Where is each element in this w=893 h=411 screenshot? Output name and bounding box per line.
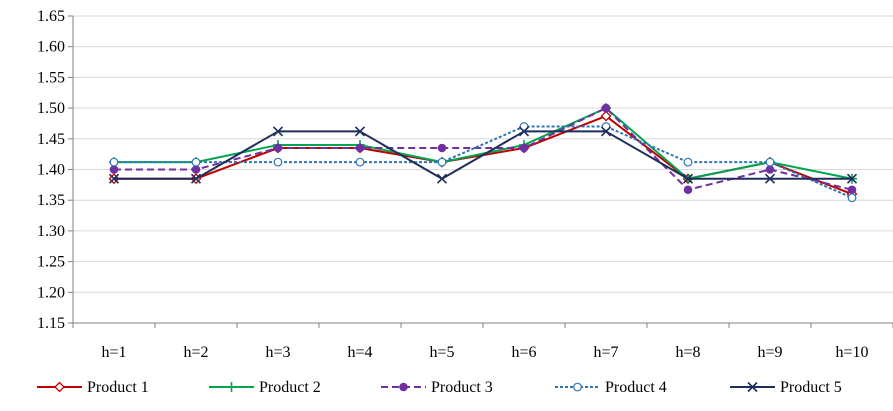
x-tick-label: h=8	[675, 344, 700, 361]
x-tick-label: h=1	[101, 344, 126, 361]
y-tick-label: 1.30	[37, 223, 65, 240]
y-tick-label: 1.35	[37, 192, 65, 209]
data-point	[600, 126, 612, 137]
data-point	[764, 173, 776, 184]
data-point	[847, 185, 857, 195]
legend-item: Product 4	[555, 379, 667, 396]
x-tick-label: h=2	[183, 344, 208, 361]
legend-item: Product 3	[381, 379, 493, 396]
legend-label: Product 3	[431, 379, 493, 396]
legend-label: Product 2	[259, 379, 321, 396]
x-tick-label: h=5	[429, 344, 454, 361]
data-point	[600, 110, 612, 122]
axes: 1.15 1.20 1.25 1.30 1.35 1.40 1.45 1.50 1.55 1.60…	[37, 8, 893, 361]
series-product-4	[109, 122, 857, 203]
y-tick-label: 1.60	[37, 39, 65, 56]
data-point	[191, 165, 201, 174]
series-line	[114, 107, 853, 191]
series-line	[114, 107, 853, 180]
y-tick-label: 1.65	[37, 8, 65, 25]
series-lines	[108, 103, 858, 203]
data-point	[436, 173, 448, 184]
legend-item: Product 2	[209, 379, 321, 396]
x-tick-label: h=4	[347, 344, 372, 361]
data-point	[109, 165, 119, 174]
data-point	[437, 143, 447, 153]
data-point	[683, 157, 693, 167]
series-product-5	[108, 126, 858, 184]
legend-label: Product 4	[605, 379, 667, 396]
y-tick-label: 1.50	[37, 100, 65, 117]
data-point	[573, 382, 582, 392]
y-tick-label: 1.20	[37, 284, 65, 301]
data-point	[355, 157, 365, 167]
legend-label: Product 5	[780, 379, 842, 396]
series-product-3	[109, 103, 857, 195]
data-point	[54, 381, 65, 393]
gridlines	[73, 15, 893, 293]
x-tick-label: h=3	[265, 344, 290, 361]
x-tick-label: h=6	[511, 344, 536, 361]
series-line	[114, 125, 853, 199]
data-point	[355, 143, 365, 153]
x-tick-label: h=9	[757, 344, 782, 361]
y-tick-label: 1.40	[37, 162, 65, 179]
data-point	[191, 157, 201, 167]
data-point	[272, 126, 284, 137]
legend-item: Product 5	[730, 379, 842, 396]
data-point	[518, 126, 530, 137]
data-point	[747, 381, 758, 393]
data-point	[765, 165, 775, 174]
data-point	[765, 157, 775, 167]
legend-item: Product 1	[37, 379, 149, 396]
y-tick-label: 1.45	[37, 131, 65, 148]
series-line	[114, 130, 852, 180]
data-point	[273, 157, 283, 167]
series-product-2	[109, 103, 857, 184]
y-tick-label: 1.15	[37, 315, 65, 332]
data-point	[109, 157, 119, 167]
y-tick-label: 1.55	[37, 69, 65, 86]
data-point	[683, 185, 693, 195]
data-point	[226, 382, 237, 392]
x-tick-label: h=7	[593, 344, 618, 361]
data-point	[190, 173, 202, 184]
data-point	[108, 173, 120, 184]
data-point	[399, 382, 408, 392]
y-tick-label: 1.25	[37, 254, 65, 271]
data-point	[682, 173, 694, 184]
legend: Product 1 Product 2 Product 3 Product 4 Prod…	[37, 379, 842, 396]
data-point	[519, 143, 529, 153]
x-tick-label: h=10	[835, 344, 868, 361]
data-point	[354, 126, 366, 137]
data-point	[273, 143, 283, 153]
data-point	[846, 173, 858, 184]
legend-label: Product 1	[87, 379, 149, 396]
data-point	[601, 103, 611, 113]
data-point	[847, 193, 857, 203]
data-point	[437, 157, 447, 167]
